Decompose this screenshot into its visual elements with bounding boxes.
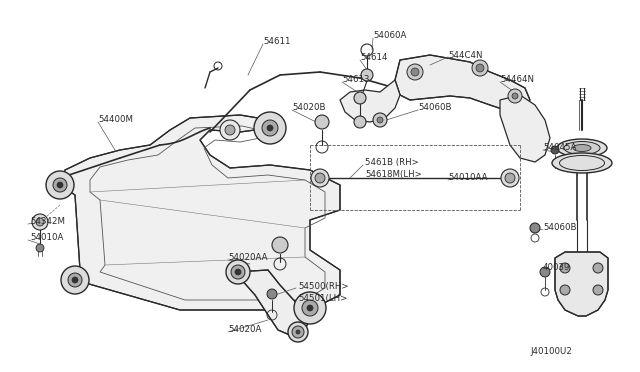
Text: 54010AA: 54010AA [448, 173, 488, 183]
Circle shape [32, 214, 48, 230]
Text: 54500(RH>: 54500(RH> [298, 282, 349, 291]
Circle shape [501, 169, 519, 187]
Circle shape [411, 68, 419, 76]
Circle shape [560, 263, 570, 273]
Circle shape [226, 260, 250, 284]
Circle shape [272, 237, 288, 253]
Circle shape [593, 263, 603, 273]
Circle shape [512, 93, 518, 99]
Text: 54045A: 54045A [543, 144, 577, 153]
Circle shape [53, 178, 67, 192]
Circle shape [288, 322, 308, 342]
Text: 40039: 40039 [543, 263, 570, 273]
Text: 54342M: 54342M [30, 218, 65, 227]
Polygon shape [340, 80, 400, 122]
Circle shape [551, 146, 559, 154]
Circle shape [472, 60, 488, 76]
Circle shape [296, 330, 300, 334]
Circle shape [311, 169, 329, 187]
Text: 54020A: 54020A [228, 326, 261, 334]
Circle shape [540, 267, 550, 277]
Circle shape [72, 277, 78, 283]
Circle shape [476, 64, 484, 72]
Polygon shape [555, 252, 608, 316]
Circle shape [354, 92, 366, 104]
Circle shape [46, 171, 74, 199]
Circle shape [593, 285, 603, 295]
Text: 5461B (RH>: 5461B (RH> [365, 157, 419, 167]
Text: 54400M: 54400M [98, 115, 133, 125]
Circle shape [407, 64, 423, 80]
Circle shape [267, 289, 277, 299]
Text: 544C4N: 544C4N [448, 51, 483, 60]
Circle shape [267, 125, 273, 131]
Text: 54060A: 54060A [373, 31, 406, 39]
Circle shape [262, 120, 278, 136]
Text: 54020B: 54020B [292, 103, 326, 112]
Circle shape [307, 305, 313, 311]
Polygon shape [395, 55, 530, 110]
Circle shape [220, 120, 240, 140]
Polygon shape [500, 95, 550, 162]
Text: 54010A: 54010A [30, 234, 63, 243]
Circle shape [361, 69, 373, 81]
Circle shape [315, 115, 329, 129]
Circle shape [36, 218, 44, 226]
Circle shape [294, 292, 326, 324]
Text: 54614: 54614 [360, 52, 387, 61]
Ellipse shape [552, 153, 612, 173]
Text: 54060B: 54060B [543, 224, 577, 232]
Circle shape [315, 173, 325, 183]
Circle shape [505, 173, 515, 183]
Circle shape [57, 182, 63, 188]
Circle shape [225, 125, 235, 135]
Circle shape [377, 117, 383, 123]
Text: 54464N: 54464N [500, 76, 534, 84]
Circle shape [231, 265, 245, 279]
Ellipse shape [573, 144, 591, 151]
Circle shape [302, 300, 318, 316]
Text: 54618M(LH>: 54618M(LH> [365, 170, 422, 179]
Circle shape [530, 223, 540, 233]
Polygon shape [60, 115, 340, 310]
Circle shape [68, 273, 82, 287]
Circle shape [354, 116, 366, 128]
Ellipse shape [564, 141, 600, 154]
Circle shape [254, 112, 286, 144]
Ellipse shape [557, 139, 607, 157]
Circle shape [36, 244, 44, 252]
Text: J40100U2: J40100U2 [530, 347, 572, 356]
Circle shape [292, 326, 304, 338]
Text: 54020AA: 54020AA [228, 253, 268, 263]
Circle shape [508, 89, 522, 103]
Circle shape [235, 269, 241, 275]
Circle shape [373, 113, 387, 127]
Circle shape [560, 285, 570, 295]
Text: 54611: 54611 [263, 38, 291, 46]
Polygon shape [235, 270, 310, 336]
Text: 54613: 54613 [342, 76, 369, 84]
Text: 54060B: 54060B [418, 103, 451, 112]
Circle shape [61, 266, 89, 294]
Text: 54501(LH>: 54501(LH> [298, 294, 348, 302]
